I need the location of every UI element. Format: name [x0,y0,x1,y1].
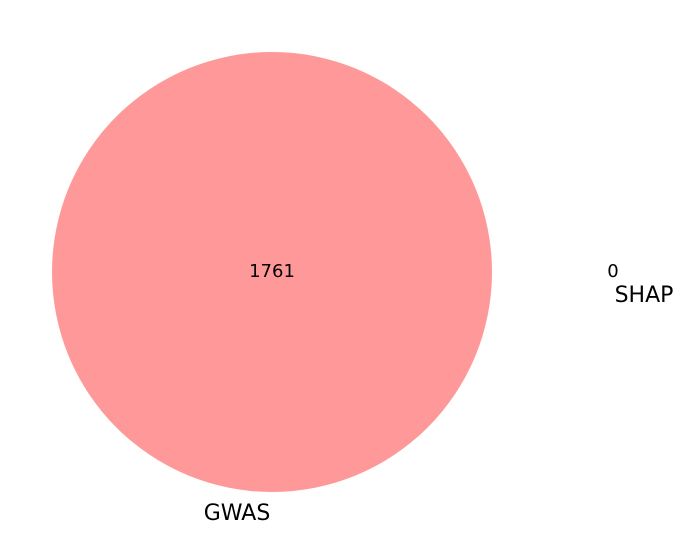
gwas-only-count: 1761 [249,261,295,282]
gwas-set-label: GWAS [203,501,271,526]
shap-set-label: SHAP [614,283,674,308]
gwas-set-circle [52,52,492,492]
shap-only-count: 0 [607,261,619,282]
